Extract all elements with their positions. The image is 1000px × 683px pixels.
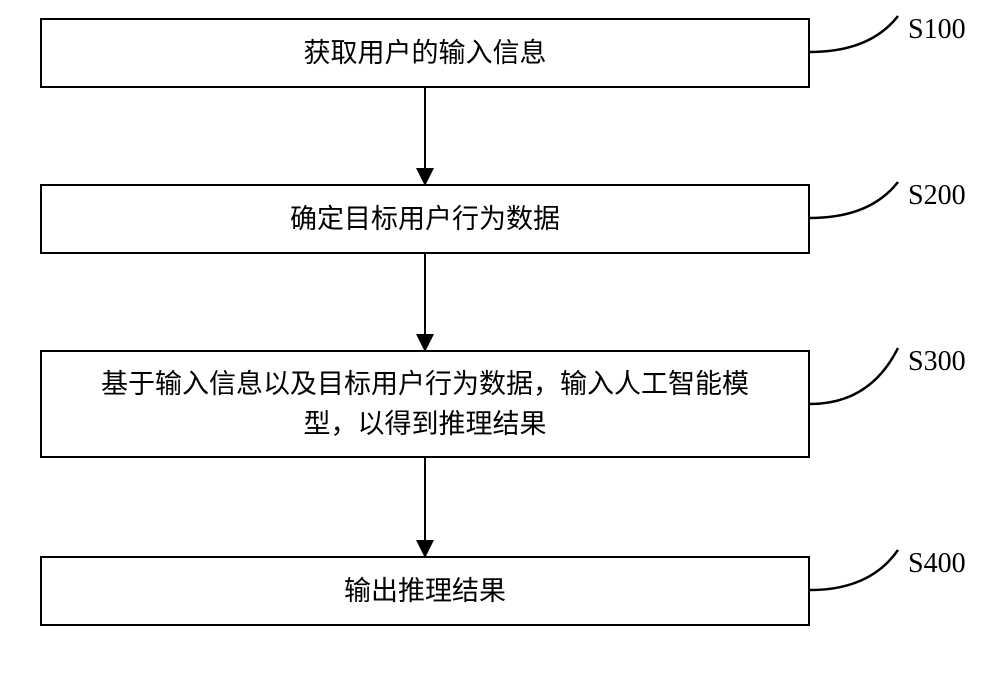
bracket-s200 <box>810 180 902 224</box>
step-label-s200: S200 <box>908 180 966 212</box>
bracket-s100 <box>810 14 902 58</box>
step-label-s100: S100 <box>908 14 966 46</box>
step-box-s300: 基于输入信息以及目标用户行为数据，输入人工智能模型，以得到推理结果 <box>40 350 810 458</box>
bracket-s400 <box>810 548 902 596</box>
arrow-line-1 <box>424 88 426 170</box>
bracket-s300 <box>810 346 902 410</box>
step-text-s400: 输出推理结果 <box>344 571 506 612</box>
arrow-line-2 <box>424 254 426 336</box>
flowchart-container: 获取用户的输入信息 S100 确定目标用户行为数据 S200 基于输入信息以及目… <box>0 0 1000 683</box>
step-text-s300: 基于输入信息以及目标用户行为数据，输入人工智能模型，以得到推理结果 <box>75 364 775 445</box>
step-box-s200: 确定目标用户行为数据 <box>40 184 810 254</box>
step-box-s100: 获取用户的输入信息 <box>40 18 810 88</box>
step-text-s200: 确定目标用户行为数据 <box>290 199 560 240</box>
step-label-s400: S400 <box>908 548 966 580</box>
arrow-line-3 <box>424 458 426 542</box>
step-label-s300: S300 <box>908 346 966 378</box>
step-box-s400: 输出推理结果 <box>40 556 810 626</box>
step-text-s100: 获取用户的输入信息 <box>304 33 547 74</box>
